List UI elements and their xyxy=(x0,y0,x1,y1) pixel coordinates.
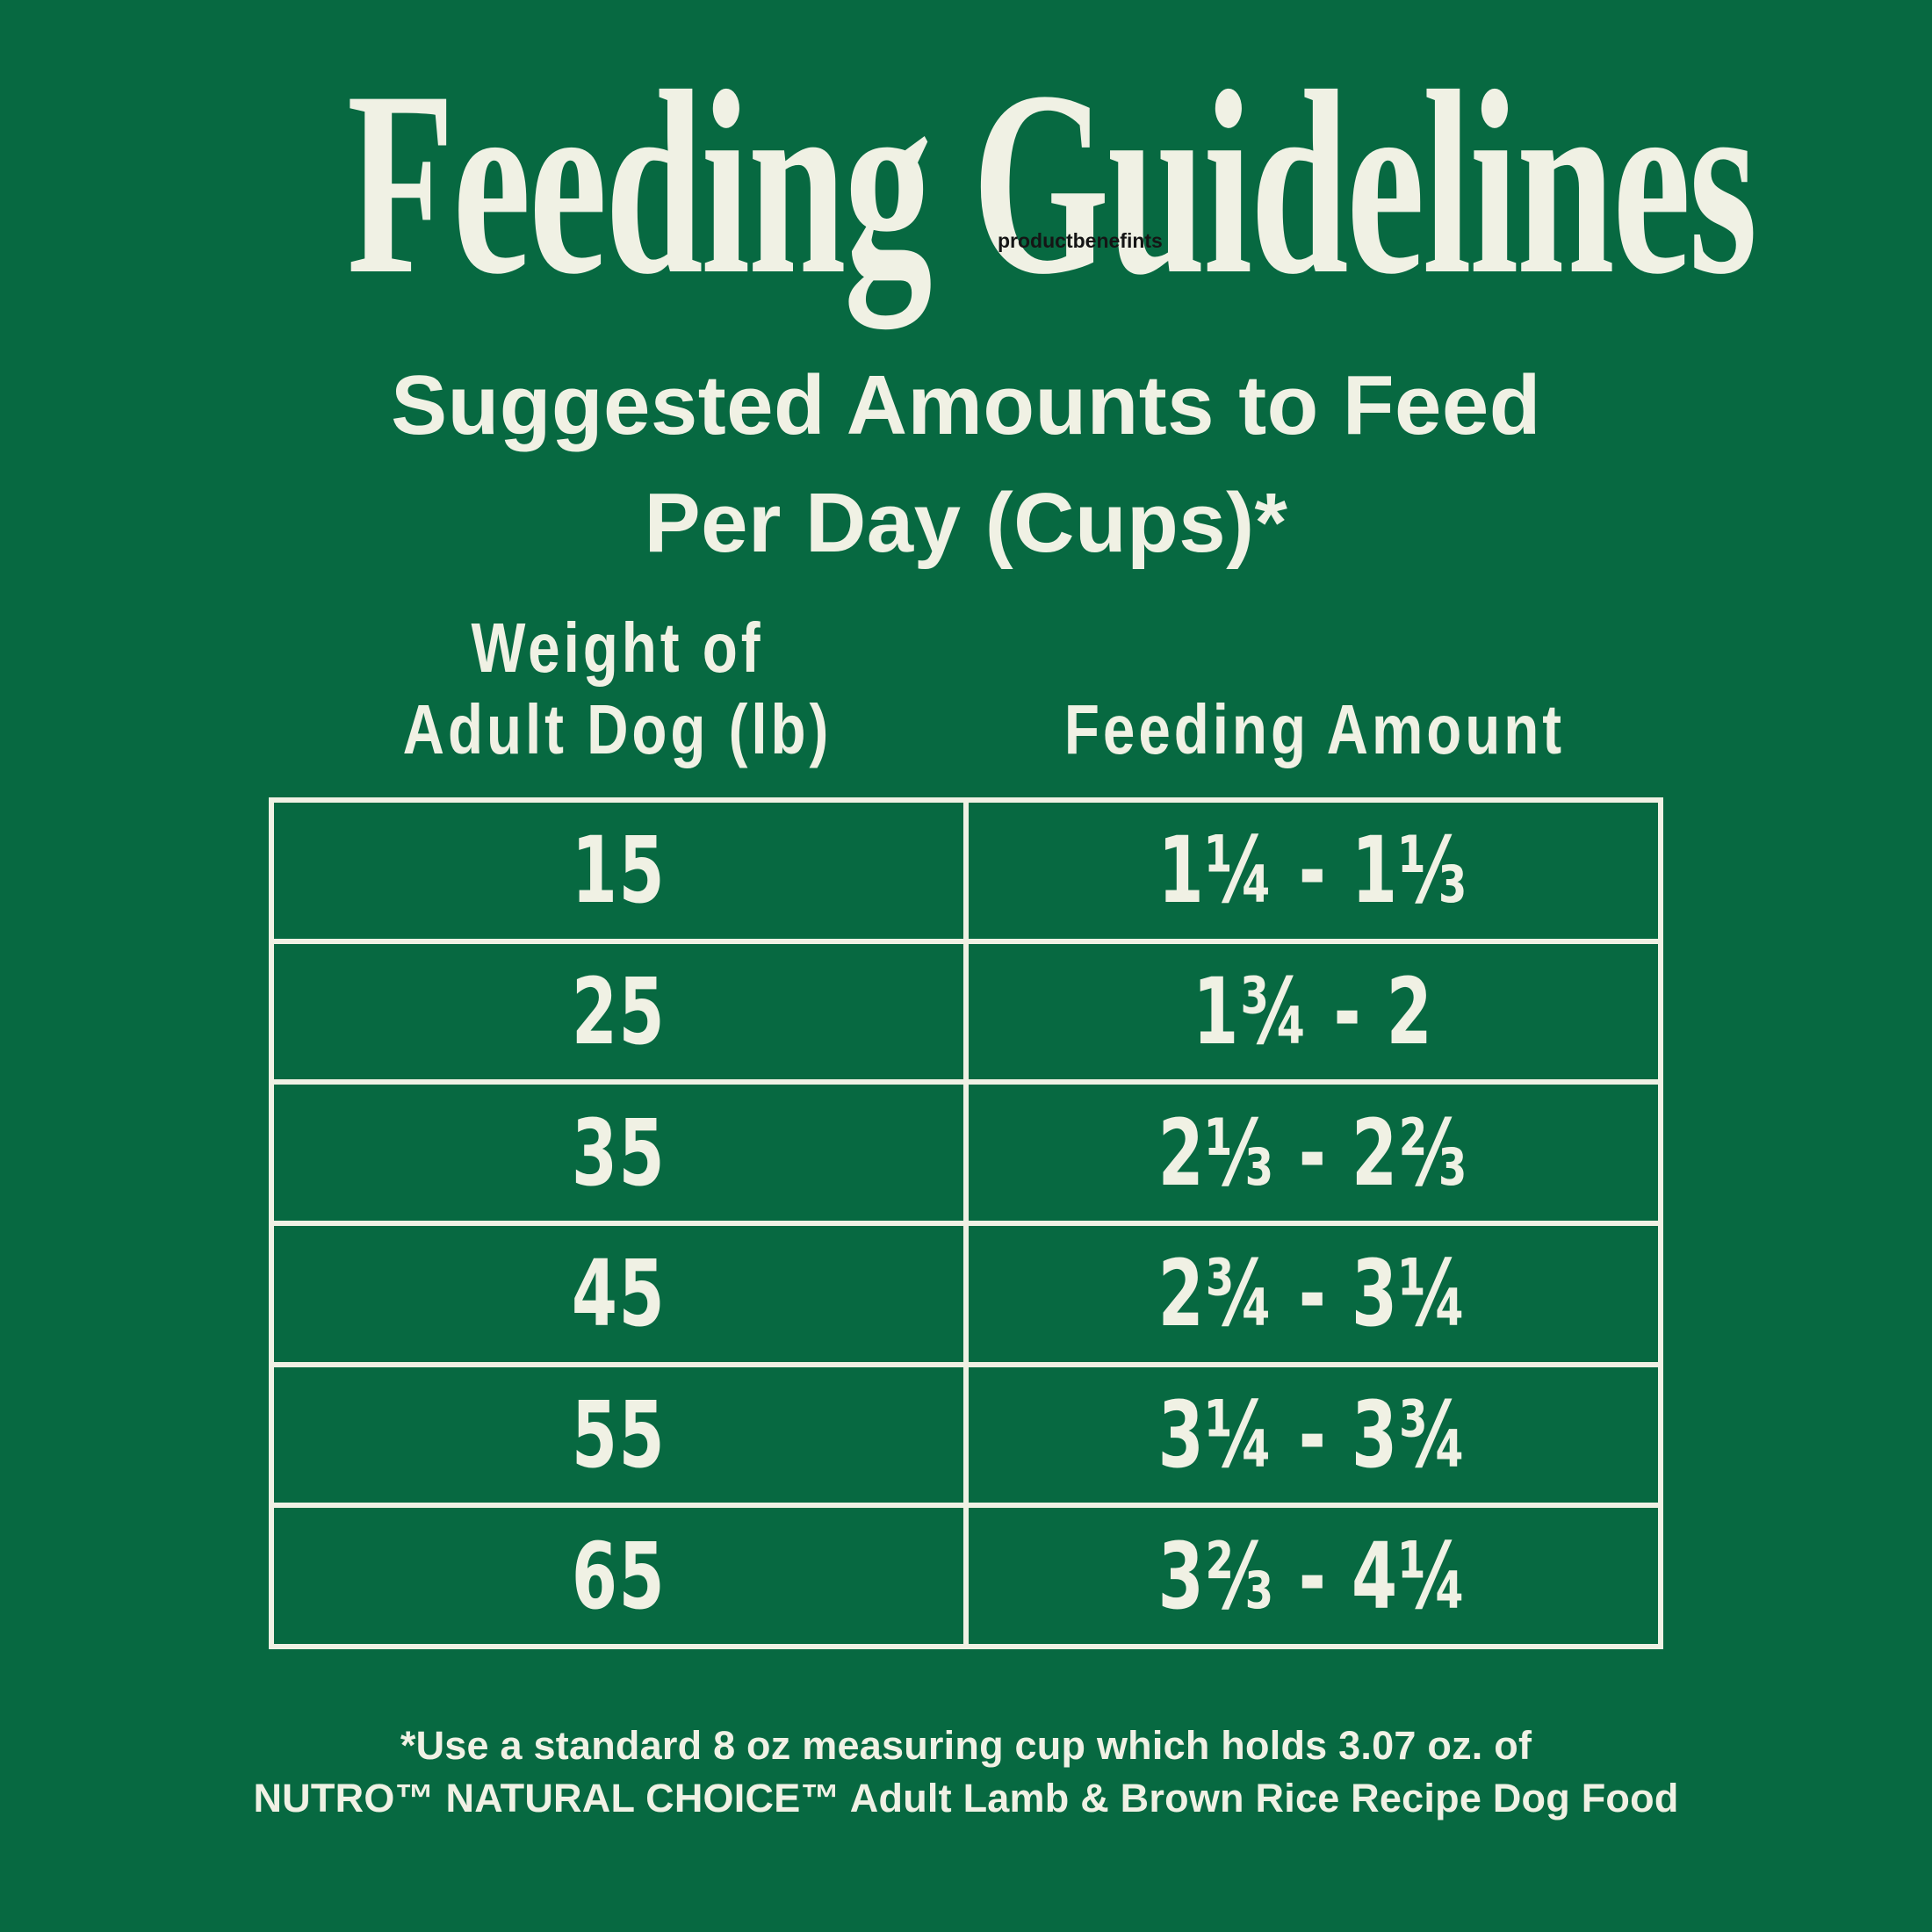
table-cell-weight-row2: 25 xyxy=(274,943,963,1080)
column-header-feeding-amount-text: Feeding Amount xyxy=(1063,689,1566,768)
page-title: Feeding Guidelines xyxy=(0,51,1932,314)
amount-value: 1¾ - 2 xyxy=(1193,957,1434,1065)
amount-value: 1¼ - 1⅓ xyxy=(1158,817,1468,925)
table-cell-amount-row1: 1¼ - 1⅓ xyxy=(969,803,1658,939)
table-cell-amount-row3: 2⅓ - 2⅔ xyxy=(969,1085,1658,1221)
amount-value: 3⅔ - 4¼ xyxy=(1158,1522,1468,1630)
page-title-text: Feeding Guidelines xyxy=(346,37,1757,328)
weight-value: 25 xyxy=(571,957,667,1065)
weight-value: 15 xyxy=(571,817,667,925)
amount-value: 2¾ - 3¼ xyxy=(1158,1240,1468,1348)
table-cell-amount-row4: 2¾ - 3¼ xyxy=(969,1226,1658,1362)
subtitle-line1: Suggested Amounts to Feed xyxy=(391,358,1541,452)
column-header-weight-line2: Adult Dog (lb) xyxy=(402,689,833,768)
footnote-line2: NUTRO™ NATURAL CHOICE™ Adult Lamb & Brow… xyxy=(253,1775,1679,1820)
weight-value: 65 xyxy=(571,1522,667,1630)
table-column-headers: Weight of Adult Dog (lb) Feeding Amount xyxy=(269,608,1663,790)
watermark-text: productbenefints xyxy=(998,229,1163,252)
table-cell-weight-row4: 45 xyxy=(274,1226,963,1362)
subtitle: Suggested Amounts to Feed Per Day (Cups)… xyxy=(0,347,1932,583)
weight-value: 45 xyxy=(571,1240,667,1348)
subtitle-line2: Per Day (Cups)* xyxy=(644,476,1288,571)
column-header-weight-line1: Weight of xyxy=(471,609,764,687)
table-cell-amount-row5: 3¼ - 3¾ xyxy=(969,1366,1658,1503)
amount-value: 2⅓ - 2⅔ xyxy=(1158,1099,1468,1207)
table-cell-weight-row6: 65 xyxy=(274,1508,963,1644)
weight-value: 35 xyxy=(571,1099,667,1207)
table-cell-amount-row6: 3⅔ - 4¼ xyxy=(969,1508,1658,1644)
amount-value: 3¼ - 3¾ xyxy=(1158,1381,1468,1489)
table-cell-weight-row5: 55 xyxy=(274,1366,963,1503)
column-header-weight: Weight of Adult Dog (lb) xyxy=(269,608,966,790)
table-cell-amount-row2: 1¾ - 2 xyxy=(969,943,1658,1080)
table-cell-weight-row1: 15 xyxy=(274,803,963,939)
footnote: *Use a standard 8 oz measuring cup which… xyxy=(0,1719,1932,1825)
feeding-table: 15 1¼ - 1⅓ 25 1¾ - 2 35 2⅓ - 2⅔ 45 2¾ - … xyxy=(269,797,1663,1649)
column-header-feeding-amount: Feeding Amount xyxy=(966,689,1663,790)
weight-value: 55 xyxy=(571,1381,667,1489)
table-cell-weight-row3: 35 xyxy=(274,1085,963,1221)
footnote-line1: *Use a standard 8 oz measuring cup which… xyxy=(400,1723,1532,1768)
